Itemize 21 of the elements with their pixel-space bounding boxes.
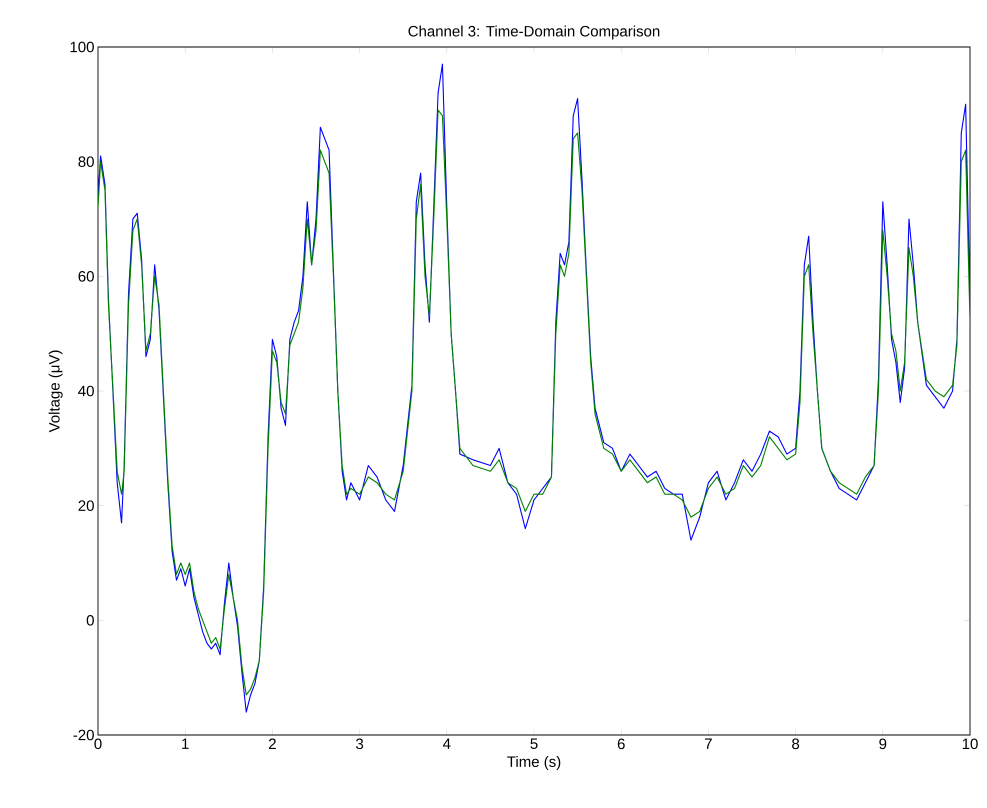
x-tick-label: 6	[618, 738, 625, 750]
chart-title: Channel 3: Time-Domain Comparison	[408, 26, 660, 40]
x-tick-label: 7	[705, 738, 712, 749]
y-tick-label: 0	[86, 615, 94, 626]
x-tick-label: 8	[792, 738, 800, 750]
x-tick-label: 9	[879, 738, 886, 750]
x-tick-label: 0	[94, 738, 102, 750]
x-tick-label: 5	[530, 738, 538, 749]
y-tick-label: -20	[73, 730, 94, 740]
y-tick-label: 100	[70, 42, 94, 52]
x-tick-label: 3	[356, 738, 364, 750]
x-tick-label: 10	[962, 738, 978, 750]
x-tick-label: 4	[442, 738, 451, 749]
x-tick-label: 1	[182, 738, 189, 749]
y-axis-title: Voltage (μV)	[48, 350, 63, 432]
y-tick-label: 20	[78, 500, 94, 511]
y-tick-label: 80	[78, 156, 94, 167]
x-tick-label: 2	[268, 738, 276, 749]
y-tick-label: 60	[78, 271, 94, 282]
y-tick-label: 40	[78, 386, 94, 396]
x-axis-title: Time (s)	[507, 756, 560, 770]
